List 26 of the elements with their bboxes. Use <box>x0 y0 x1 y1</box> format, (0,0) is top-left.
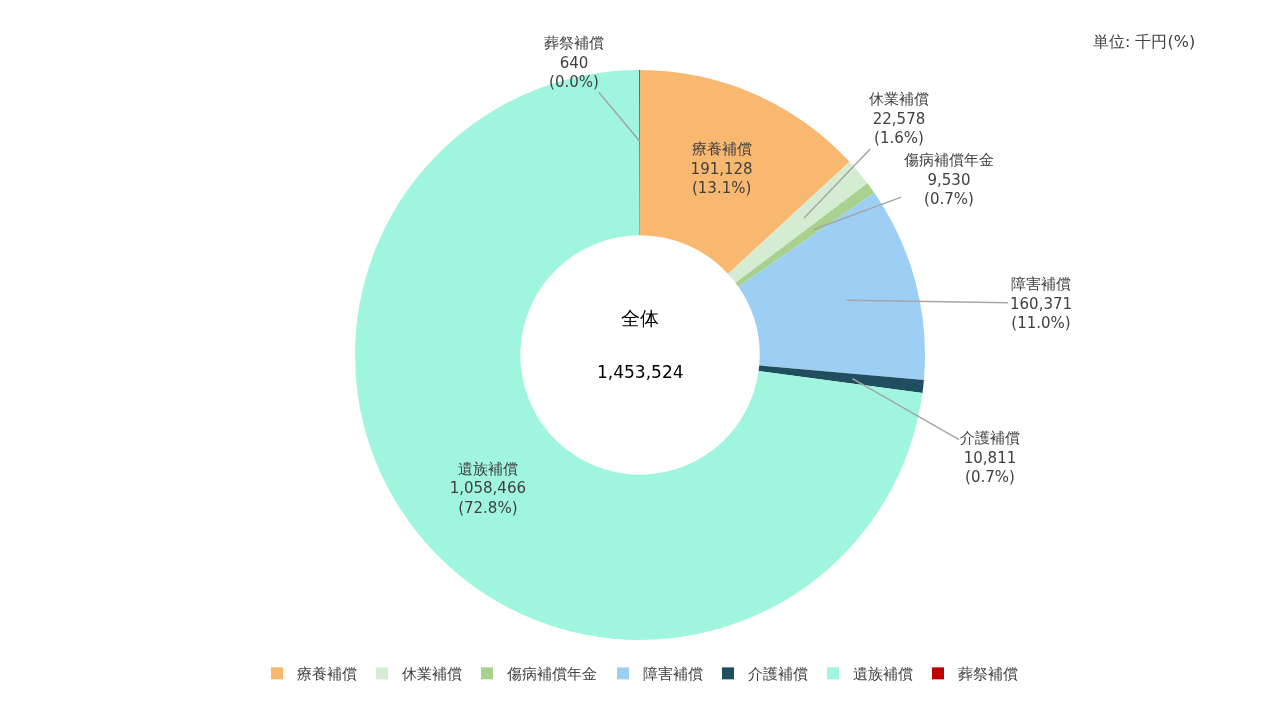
legend-label: 休業補償 <box>402 665 462 684</box>
slice-label: 葬祭補償 <box>544 34 604 52</box>
data-label: 22,578 (1.6%) <box>872 109 926 147</box>
donut-slice <box>640 70 850 274</box>
text: 全体 <box>621 307 659 329</box>
slice-label: 遺族補償 <box>457 459 518 478</box>
slice-label: 介護補償 <box>960 429 1020 447</box>
legend-label: 障害補償 <box>643 665 703 684</box>
slice-label: 休業補償 <box>869 90 929 108</box>
data-label: 191,128 (13.1%) <box>690 159 753 198</box>
data-label: 640 (0.0%) <box>549 53 599 91</box>
text: 単位: 千円(%) <box>1093 32 1196 51</box>
data-label: 9,530 (0.7%) <box>924 170 974 208</box>
slice-label: 傷病補償年金 <box>903 151 994 169</box>
text: 1,453,524 <box>597 362 684 382</box>
legend-label: 遺族補償 <box>853 665 913 684</box>
donut-slice <box>758 365 924 394</box>
slice-label: 障害補償 <box>1011 275 1072 293</box>
data-label: 1,058,466 (72.8%) <box>449 479 526 517</box>
legend-label: 介護補償 <box>748 665 808 684</box>
legend-label: 傷病補償年金 <box>506 665 597 684</box>
data-label: 160,371 (11.0%) <box>1010 294 1073 332</box>
legend-label: 葬祭補償 <box>958 665 1018 684</box>
legend-label: 療養補償 <box>297 665 357 684</box>
slice-label: 療養補償 <box>691 140 752 159</box>
data-label: 10,811 (0.7%) <box>963 448 1017 486</box>
